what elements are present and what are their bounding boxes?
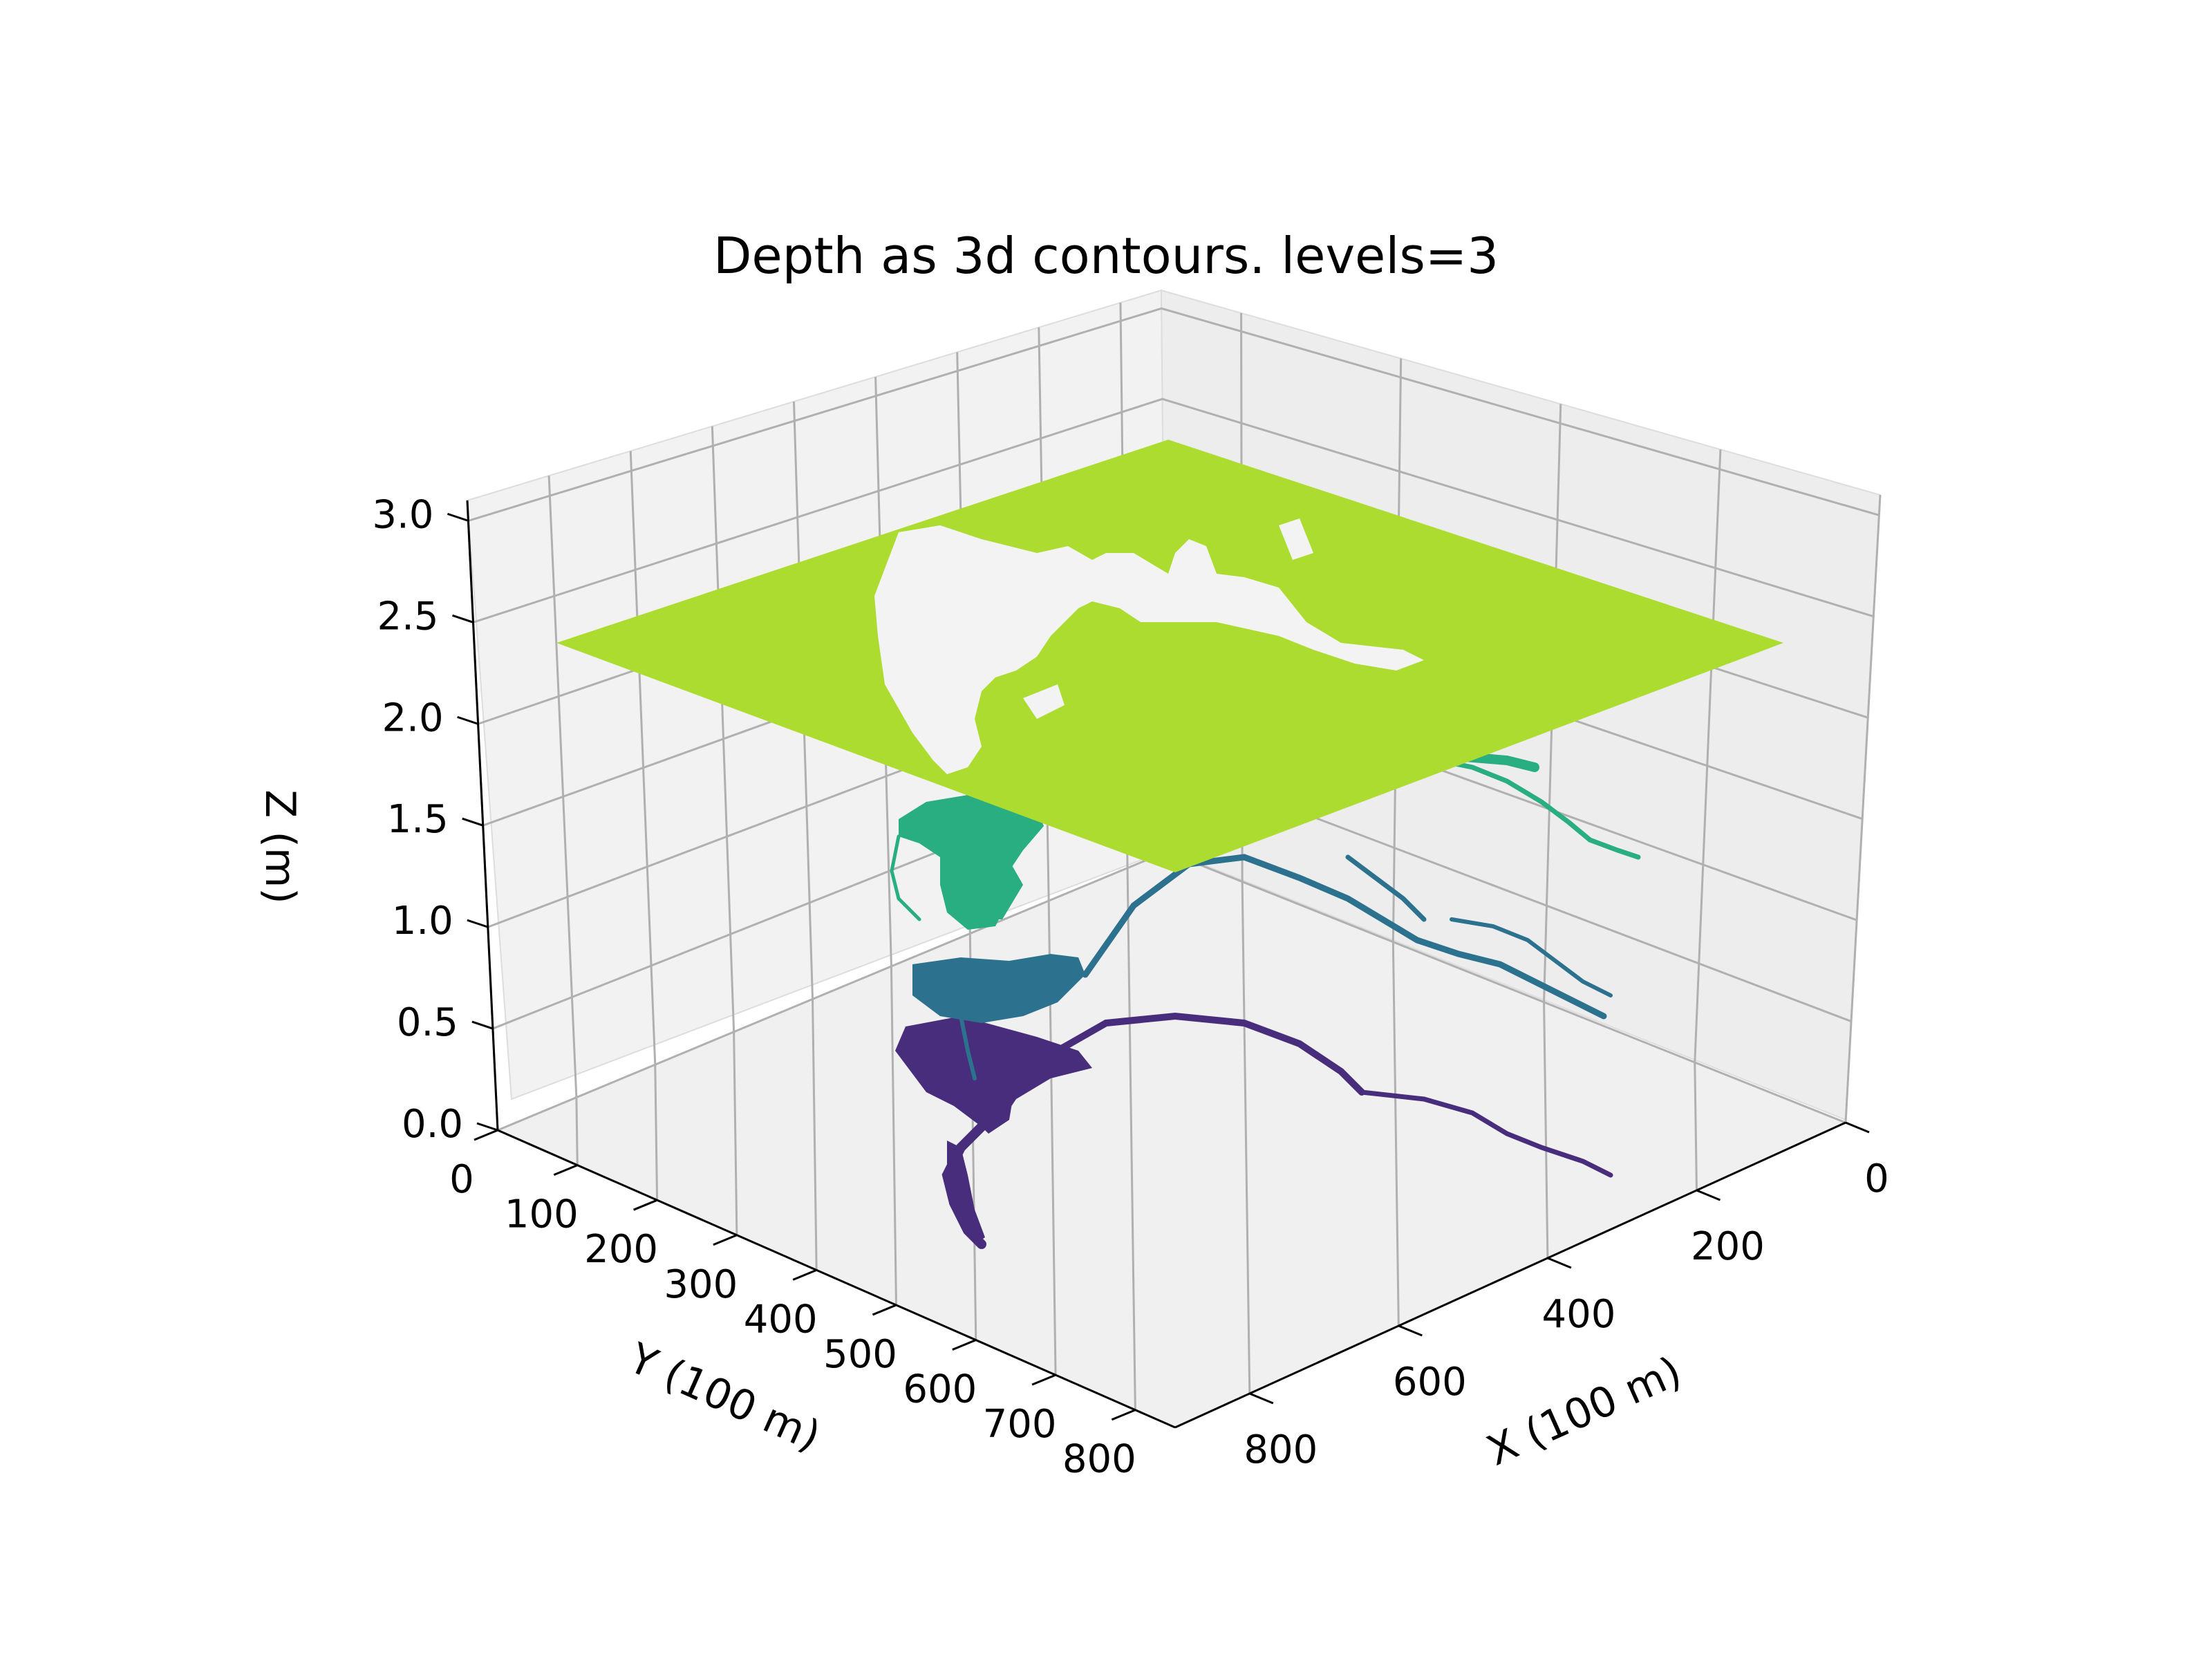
y-tick-label: 600 (903, 1367, 977, 1412)
contour-level-0-5 (895, 1012, 1613, 1249)
x-tick-label: 200 (1691, 1224, 1765, 1269)
y-axis (474, 1129, 1176, 1429)
y-tick-mark (713, 1234, 738, 1246)
z-tick-label: 3.0 (372, 492, 433, 537)
z-tick-mark (462, 817, 484, 827)
y-tick-mark (1111, 1409, 1136, 1421)
y-tick-label: 100 (505, 1192, 579, 1237)
x-tick-label: 800 (1244, 1427, 1318, 1472)
z-tick-label: 0.5 (397, 1000, 458, 1045)
y-tick-label: 400 (744, 1297, 818, 1342)
z-axis-label: Z (m) (256, 789, 304, 903)
z-tick-label: 2.5 (377, 594, 438, 639)
x-tick-mark (1696, 1189, 1721, 1201)
x-tick-mark (1845, 1121, 1870, 1134)
contour-fill (912, 954, 1085, 1023)
y-tick-label: 300 (664, 1262, 738, 1307)
y-tick-mark (633, 1199, 658, 1211)
z-tick-label: 1.0 (392, 899, 453, 944)
y-tick-label: 200 (584, 1227, 658, 1272)
contour-stroke (1435, 758, 1641, 860)
chart-title: Depth as 3d contours. levels=3 (713, 227, 1499, 285)
z-tick-mark (447, 512, 469, 522)
z-tick-label: 2.0 (382, 695, 444, 740)
contour-level-2-5 (556, 440, 1783, 872)
x-tick-label: 400 (1541, 1292, 1615, 1337)
y-tick-label: 700 (983, 1402, 1057, 1447)
z-tick-label: 1.5 (387, 797, 449, 842)
x-grid-line (1844, 494, 1882, 1123)
contour-fill (968, 857, 1023, 919)
contour-hole (1023, 684, 1065, 719)
contour-stroke (1359, 1089, 1613, 1178)
contour-fill (556, 440, 1783, 872)
contour-hole (892, 532, 940, 584)
y-tick-label: 500 (823, 1332, 897, 1377)
contour-fill (947, 1141, 985, 1244)
contour-hole (1279, 518, 1313, 560)
z-tick-mark (452, 614, 474, 624)
z-tick-label: 0.0 (402, 1102, 463, 1147)
z-axis (447, 500, 499, 1132)
contour-hole (874, 525, 1424, 774)
contour-stroke (1461, 752, 1539, 772)
y-tick-label: 800 (1062, 1437, 1136, 1482)
x-tick-mark (1547, 1257, 1572, 1269)
y-tick-mark (952, 1339, 977, 1351)
y-axis-label: Y (100 m) (621, 1333, 827, 1461)
y-tick-label: 0 (449, 1157, 474, 1202)
contour-stroke (890, 834, 921, 921)
y-tick-mark (872, 1304, 897, 1316)
x-tick-label: 0 (1864, 1156, 1889, 1201)
x-tick-mark (1249, 1392, 1274, 1405)
contour-level-1-5 (890, 752, 1641, 930)
z-grid-line (473, 397, 1874, 624)
contour-stroke (959, 1014, 977, 1080)
contour-stroke (1450, 917, 1613, 997)
z-tick-mark (467, 919, 489, 928)
contour-stroke (1345, 854, 1427, 922)
y-tick-mark (474, 1129, 498, 1141)
contour-fill (961, 1037, 1016, 1134)
z-tick-mark (471, 1020, 494, 1030)
x-axis-label: X (100 m) (1480, 1347, 1689, 1476)
contour-stroke (1054, 1012, 1365, 1096)
z-grid-line (467, 307, 1880, 522)
grid-lines (466, 302, 1882, 1410)
x-axis (1174, 1121, 1870, 1429)
z-tick-mark (476, 1122, 498, 1132)
x-tick-label: 600 (1393, 1360, 1467, 1405)
x-tick-mark (1398, 1324, 1423, 1337)
y-tick-mark (792, 1268, 817, 1281)
y-grid-line (547, 476, 579, 1165)
y-tick-mark (1031, 1374, 1056, 1386)
z-tick-mark (457, 715, 479, 725)
y-tick-mark (553, 1164, 578, 1176)
